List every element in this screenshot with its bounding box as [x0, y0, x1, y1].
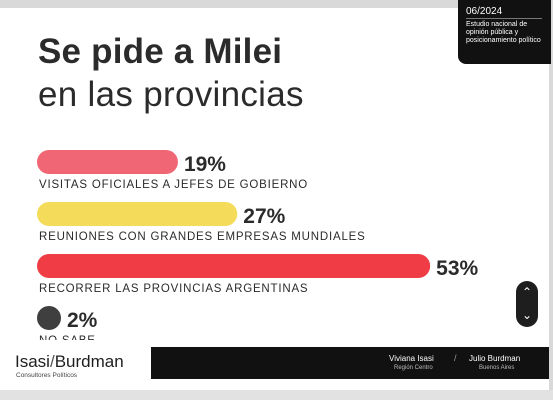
bar-no-sabe: [37, 306, 61, 330]
bar-recorrer-las-provincias-argentinas: [37, 254, 431, 278]
value-label-recorrer-las-provincias-argentinas: 53%: [436, 257, 478, 280]
value-label-no-sabe: 2%: [67, 309, 98, 332]
page-title: Se pide a Milei: [38, 32, 283, 71]
page-subtitle: en las provincias: [38, 75, 304, 114]
company-logo: Isasi/Burdman: [15, 352, 124, 372]
study-description: Estudio nacional de opinión pública y po…: [466, 21, 541, 44]
author-separator: /: [454, 353, 457, 363]
bar-visitas-oficiales-a-jefes-de-gobierno: [37, 150, 178, 174]
category-label-reuniones-con-grandes-empresas-mundiales: REUNIONES CON GRANDES EMPRESAS MUNDIALES: [39, 231, 366, 243]
category-label-recorrer-las-provincias-argentinas: RECORRER LAS PROVINCIAS ARGENTINAS: [39, 283, 308, 295]
bar-reuniones-con-grandes-empresas-mundiales: [37, 202, 238, 226]
badge-divider: [466, 18, 542, 19]
author-1-region: Región Centro: [394, 365, 433, 371]
value-label-reuniones-con-grandes-empresas-mundiales: 27%: [243, 205, 285, 228]
top-band: [0, 0, 553, 8]
author-2-name: Julio Burdman: [469, 354, 521, 363]
category-label-visitas-oficiales-a-jefes-de-gobierno: VISITAS OFICIALES A JEFES DE GOBIERNO: [39, 179, 308, 191]
category-label-no-sabe: NO SABE: [39, 335, 96, 340]
study-date: 06/2024: [466, 6, 503, 17]
chevron-down-icon[interactable]: ⌄: [521, 308, 533, 322]
bar-chart: 19% VISITAS OFICIALES A JEFES DE GOBIERNO…: [37, 150, 479, 340]
bottom-band: [0, 390, 553, 400]
author-2-region: Buenos Aires: [479, 365, 515, 371]
logo-slash: /: [49, 352, 55, 371]
logo-name-right: Burdman: [54, 352, 124, 371]
right-band: [549, 0, 553, 400]
logo-subtitle: Consultores Políticos: [16, 372, 78, 379]
value-label-visitas-oficiales-a-jefes-de-gobierno: 19%: [184, 153, 226, 176]
study-badge: 06/2024 Estudio nacional de opinión públ…: [458, 0, 551, 64]
author-1-name: Viviana Isasi: [389, 354, 434, 363]
footer-bar: Viviana Isasi Región Centro / Julio Burd…: [151, 347, 549, 379]
chevron-up-icon[interactable]: ⌃: [521, 285, 533, 299]
scroll-control[interactable]: ⌃ ⌄: [516, 281, 538, 327]
logo-name-left: Isasi: [15, 352, 50, 371]
